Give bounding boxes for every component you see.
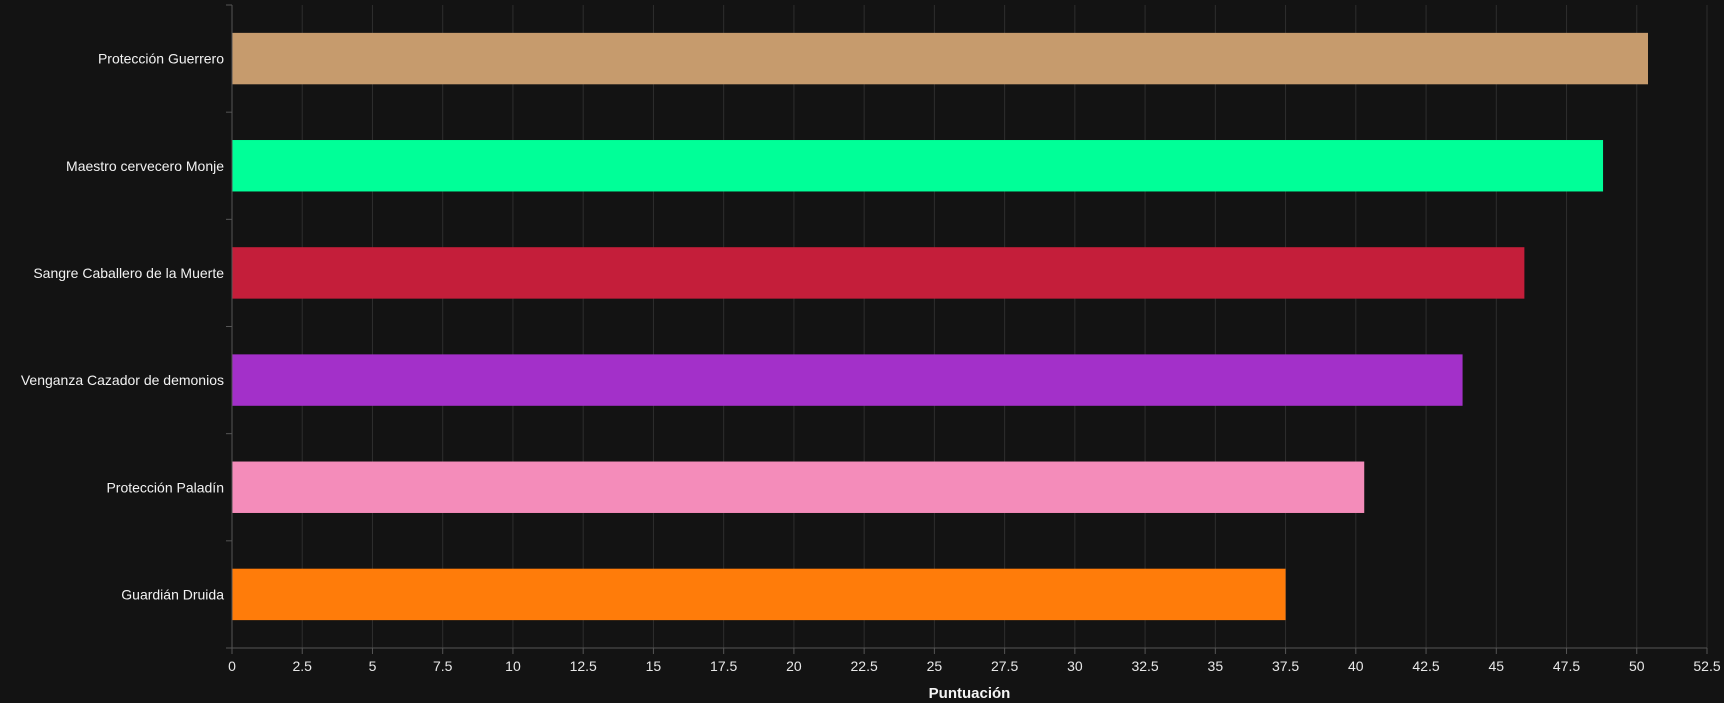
x-tick-label: 17.5 — [710, 658, 737, 674]
x-tick-label: 20 — [786, 658, 802, 674]
bar[interactable] — [232, 354, 1463, 406]
labels: 0 2.5 5 7.5 10 12.5 15 17.5 20 22.5 25 27.5 30 32.5 35… — [21, 51, 1721, 674]
x-axis-title: Puntuación — [929, 685, 1011, 702]
x-tick-label: 52.5 — [1693, 658, 1720, 674]
x-tick-label: 12.5 — [570, 658, 597, 674]
x-tick-label: 30 — [1067, 658, 1083, 674]
x-tick-label: 42.5 — [1412, 658, 1439, 674]
y-category-label: Maestro cervecero Monje — [66, 158, 224, 174]
x-tick-label: 15 — [646, 658, 662, 674]
y-category-label: Protección Guerrero — [98, 51, 224, 67]
bars — [232, 32, 1648, 621]
x-tick-label: 22.5 — [851, 658, 878, 674]
y-category-label: Protección Paladín — [106, 479, 224, 495]
bar[interactable] — [232, 461, 1365, 513]
axes — [226, 4, 1708, 654]
bar[interactable] — [232, 140, 1604, 192]
x-tick-label: 2.5 — [293, 658, 313, 674]
x-tick-label: 37.5 — [1272, 658, 1299, 674]
bar[interactable] — [232, 32, 1648, 85]
x-tick-label: 45 — [1488, 658, 1504, 674]
bar[interactable] — [232, 247, 1525, 299]
x-tick-label: 5 — [369, 658, 377, 674]
y-category-label: Guardián Druida — [121, 586, 224, 602]
x-tick-label: 50 — [1629, 658, 1645, 674]
x-tick-label: 47.5 — [1553, 658, 1580, 674]
x-tick-label: 32.5 — [1131, 658, 1158, 674]
bar[interactable] — [232, 568, 1286, 621]
y-category-label: Sangre Caballero de la Muerte — [33, 265, 224, 281]
x-tick-label: 7.5 — [433, 658, 453, 674]
x-tick-label: 40 — [1348, 658, 1364, 674]
x-tick-label: 0 — [228, 658, 236, 674]
y-category-label: Venganza Cazador de demonios — [21, 372, 224, 388]
gridlines — [301, 5, 1708, 648]
x-tick-label: 10 — [505, 658, 521, 674]
x-tick-label: 35 — [1208, 658, 1224, 674]
x-tick-label: 25 — [927, 658, 943, 674]
x-tick-label: 27.5 — [991, 658, 1018, 674]
